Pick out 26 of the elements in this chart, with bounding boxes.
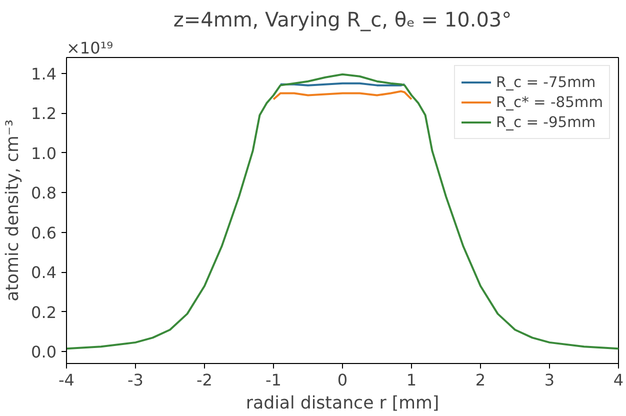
x-tick-label: -1: [266, 370, 282, 390]
chart-title: z=4mm, Varying R_c, θₑ = 10.03°: [173, 8, 512, 32]
x-tick-label: 4: [613, 370, 624, 390]
y-tick-label: 1.4: [31, 64, 57, 84]
y-tick-label: 0.2: [31, 302, 57, 322]
x-tick-label: 2: [475, 370, 486, 390]
y-axis-title: atomic density, cm⁻³: [3, 120, 24, 302]
x-tick-label: 1: [406, 370, 417, 390]
y-tick-label: 1.0: [31, 144, 57, 163]
x-tick-label: -4: [58, 370, 74, 390]
legend-label: R_c = -95mm: [496, 114, 596, 130]
x-tick-label: -3: [128, 370, 144, 390]
x-axis-title: radial distance r [mm]: [246, 394, 440, 414]
y-tick-label: 0.4: [31, 263, 57, 282]
y-tick-label: 0.8: [31, 184, 57, 203]
line-series: [66, 73, 618, 350]
legend-label: R_c* = -85mm: [496, 94, 603, 110]
x-tick-label: 3: [544, 370, 555, 390]
text: ×10¹⁹: [66, 38, 114, 58]
x-tick-label: 0: [337, 370, 348, 390]
y-tick-label: 1.2: [31, 104, 57, 124]
y-tick-label: 0.6: [31, 223, 57, 242]
line-series: [272, 90, 412, 100]
x-tick-label: -2: [196, 370, 212, 390]
legend-label: R_c = -75mm: [496, 74, 596, 90]
y-tick-label: 0.0: [31, 342, 57, 362]
